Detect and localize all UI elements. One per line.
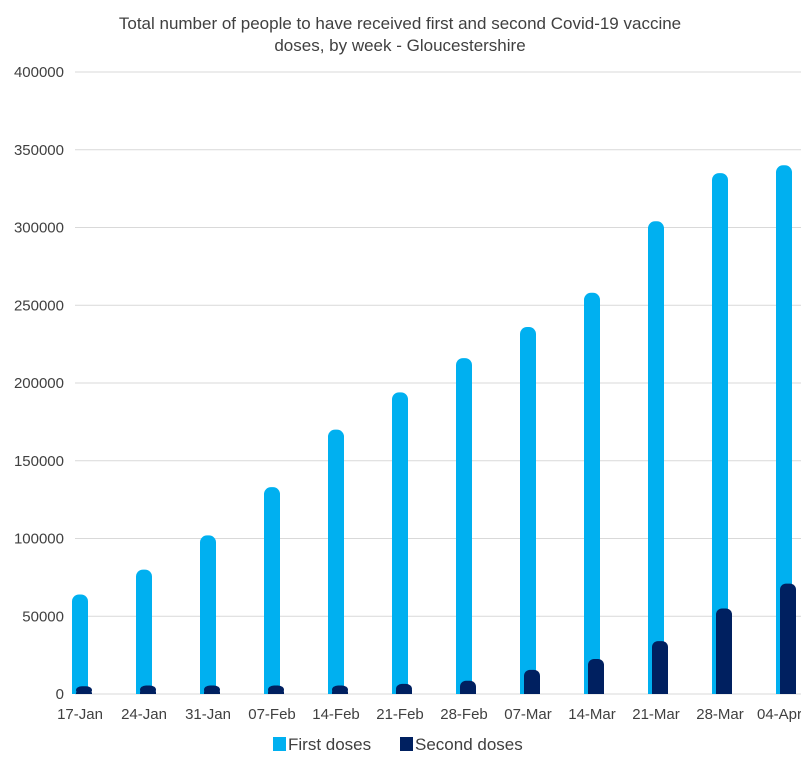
bar-first-doses xyxy=(392,392,408,694)
bar-first-doses xyxy=(520,327,536,694)
bars xyxy=(72,165,796,695)
y-tick-label: 350000 xyxy=(14,142,64,159)
y-tick-label: 50000 xyxy=(22,608,64,625)
x-tick-label: 14-Mar xyxy=(568,706,616,723)
y-tick-label: 0 xyxy=(56,686,64,703)
bar-second-doses-base xyxy=(204,691,220,694)
bar-second-doses xyxy=(652,641,668,694)
legend-label: Second doses xyxy=(415,735,523,754)
bar-second-doses-base xyxy=(716,688,732,694)
bar-second-doses xyxy=(76,686,92,694)
x-tick-label: 04-Apr xyxy=(757,706,801,723)
x-tick-label: 28-Feb xyxy=(440,706,488,723)
bar-first-doses xyxy=(648,221,664,694)
bar-second-doses-base xyxy=(780,688,796,694)
x-tick-label: 07-Feb xyxy=(248,706,296,723)
legend-label: First doses xyxy=(288,735,371,754)
legend-swatch xyxy=(273,737,286,751)
bar-second-doses-base xyxy=(268,691,284,694)
bar-second-doses-base xyxy=(588,688,604,694)
bar-second-doses-base xyxy=(140,691,156,694)
bar-first-doses xyxy=(264,487,280,694)
bar-first-doses xyxy=(584,292,600,694)
y-tick-label: 150000 xyxy=(14,453,64,470)
y-tick-label: 250000 xyxy=(14,297,64,314)
bar-second-doses-base xyxy=(652,688,668,694)
x-tick-label: 24-Jan xyxy=(121,706,167,723)
y-tick-label: 400000 xyxy=(14,64,64,81)
x-tick-label: 21-Mar xyxy=(632,706,680,723)
gridlines xyxy=(75,71,801,695)
chart-title-line: doses, by week - Gloucestershire xyxy=(274,36,525,55)
bar-second-doses xyxy=(524,669,540,694)
chart-title-line: Total number of people to have received … xyxy=(119,14,681,33)
y-axis-tick-labels: 0 50000 100000 150000 200000 250000 300000 3500… xyxy=(14,64,64,703)
bar-first-doses xyxy=(72,594,88,694)
x-tick-label: 21-Feb xyxy=(376,706,424,723)
x-tick-label: 17-Jan xyxy=(57,706,103,723)
bar-first-doses xyxy=(328,429,344,694)
bar-second-doses xyxy=(588,659,604,694)
bar-second-doses-base xyxy=(332,691,348,694)
legend-swatch xyxy=(400,737,413,751)
bar-second-doses xyxy=(716,608,732,694)
x-axis-tick-labels: 17-Jan 24-Jan 31-Jan 07-Feb 14-Feb 21-Feb 28-F… xyxy=(57,706,801,723)
bar-first-doses xyxy=(456,358,472,694)
bar-second-doses xyxy=(780,583,796,694)
bar-second-doses-base xyxy=(76,692,92,694)
x-tick-label: 28-Mar xyxy=(696,706,744,723)
bar-first-doses xyxy=(136,569,152,694)
legend: First doses Second doses xyxy=(273,735,523,754)
y-tick-label: 200000 xyxy=(14,375,64,392)
bar-first-doses xyxy=(712,173,728,694)
bar-second-doses-base xyxy=(524,688,540,694)
bar-first-doses xyxy=(776,165,792,695)
x-tick-label: 31-Jan xyxy=(185,706,231,723)
bar-first-doses xyxy=(200,535,216,694)
x-tick-label: 07-Mar xyxy=(504,706,552,723)
bar-second-doses-base xyxy=(396,689,412,694)
bar-second-doses-base xyxy=(460,688,476,694)
y-tick-label: 100000 xyxy=(14,531,64,548)
chart-title: Total number of people to have received … xyxy=(119,14,681,55)
x-tick-label: 14-Feb xyxy=(312,706,360,723)
y-tick-label: 300000 xyxy=(14,220,64,237)
